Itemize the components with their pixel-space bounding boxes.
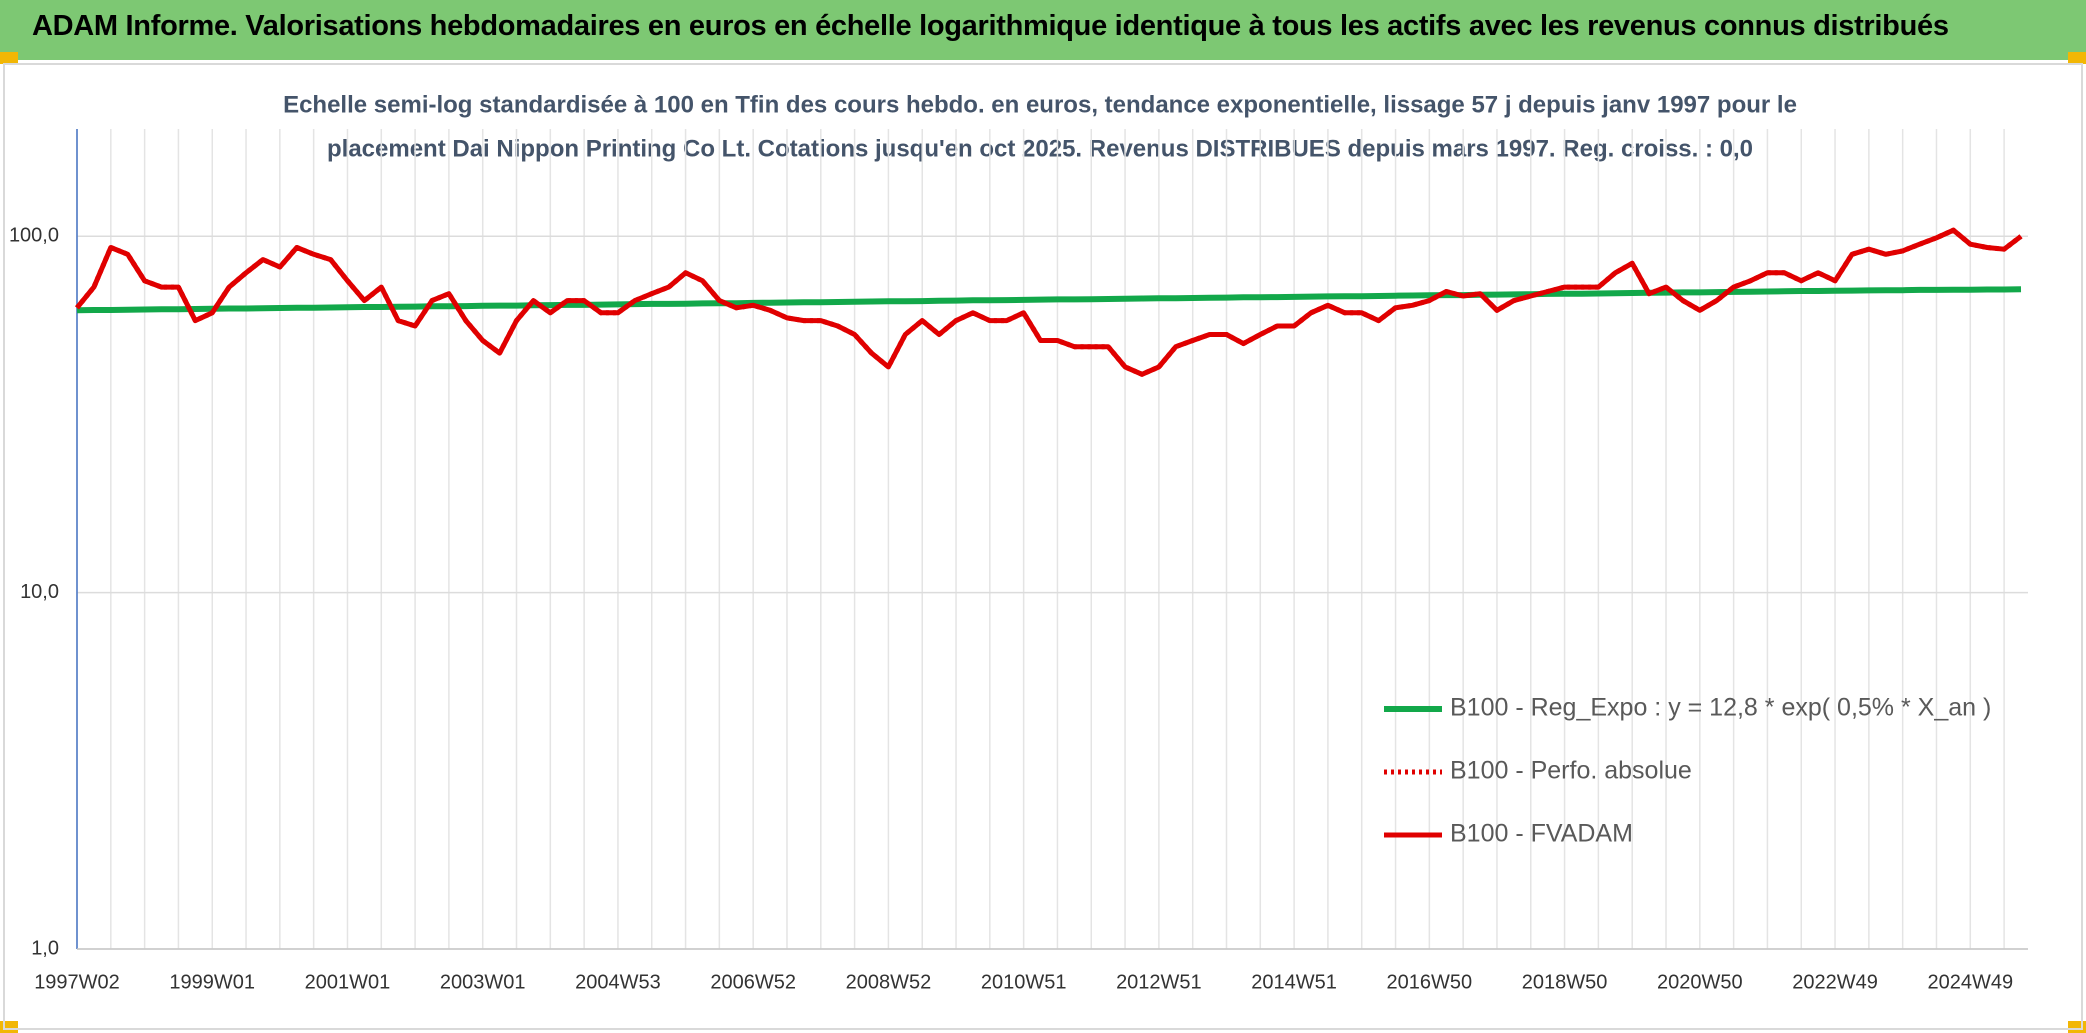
x-tick-label: 2003W01 [440,971,526,993]
x-tick-label: 1997W02 [34,971,120,993]
x-tick-label: 2006W52 [710,971,796,993]
chart-subtitle: placement Dai Nippon Printing Co Lt. Cot… [327,135,1753,162]
chart-border [3,63,2083,1030]
x-tick-label: 2022W49 [1792,971,1878,993]
corner-mark [2068,52,2086,64]
x-tick-label: 2018W50 [1522,971,1608,993]
y-tick-label: 100,0 [9,225,59,247]
series-line [76,286,2022,314]
x-tick-label: 2004W53 [575,971,661,993]
x-tick-label: 2001W01 [305,971,391,993]
corner-mark [0,52,18,64]
chart-subtitle: Echelle semi-log standardisée à 100 en T… [283,91,1797,118]
legend-label: B100 - FVADAM [1450,820,1633,848]
x-tick-label: 2012W51 [1116,971,1202,993]
x-tick-label: 2008W52 [846,971,932,993]
y-tick-label: 10,0 [20,581,59,603]
x-tick-label: 2016W50 [1387,971,1473,993]
y-tick-label: 1,0 [31,937,59,959]
x-tick-label: 2014W51 [1251,971,1337,993]
x-tick-label: 2010W51 [981,971,1067,993]
legend-label: B100 - Reg_Expo : y = 12,8 * exp( 0,5% *… [1450,694,1991,722]
header-title: ADAM Informe. Valorisations hebdomadaire… [32,10,1949,42]
x-tick-label: 2020W50 [1657,971,1743,993]
x-tick-label: 1999W01 [169,971,255,993]
legend-label: B100 - Perfo. absolue [1450,757,1692,785]
series-line [75,227,2023,377]
header-bar: ADAM Informe. Valorisations hebdomadaire… [0,0,2086,60]
x-tick-label: 2024W49 [1927,971,2013,993]
